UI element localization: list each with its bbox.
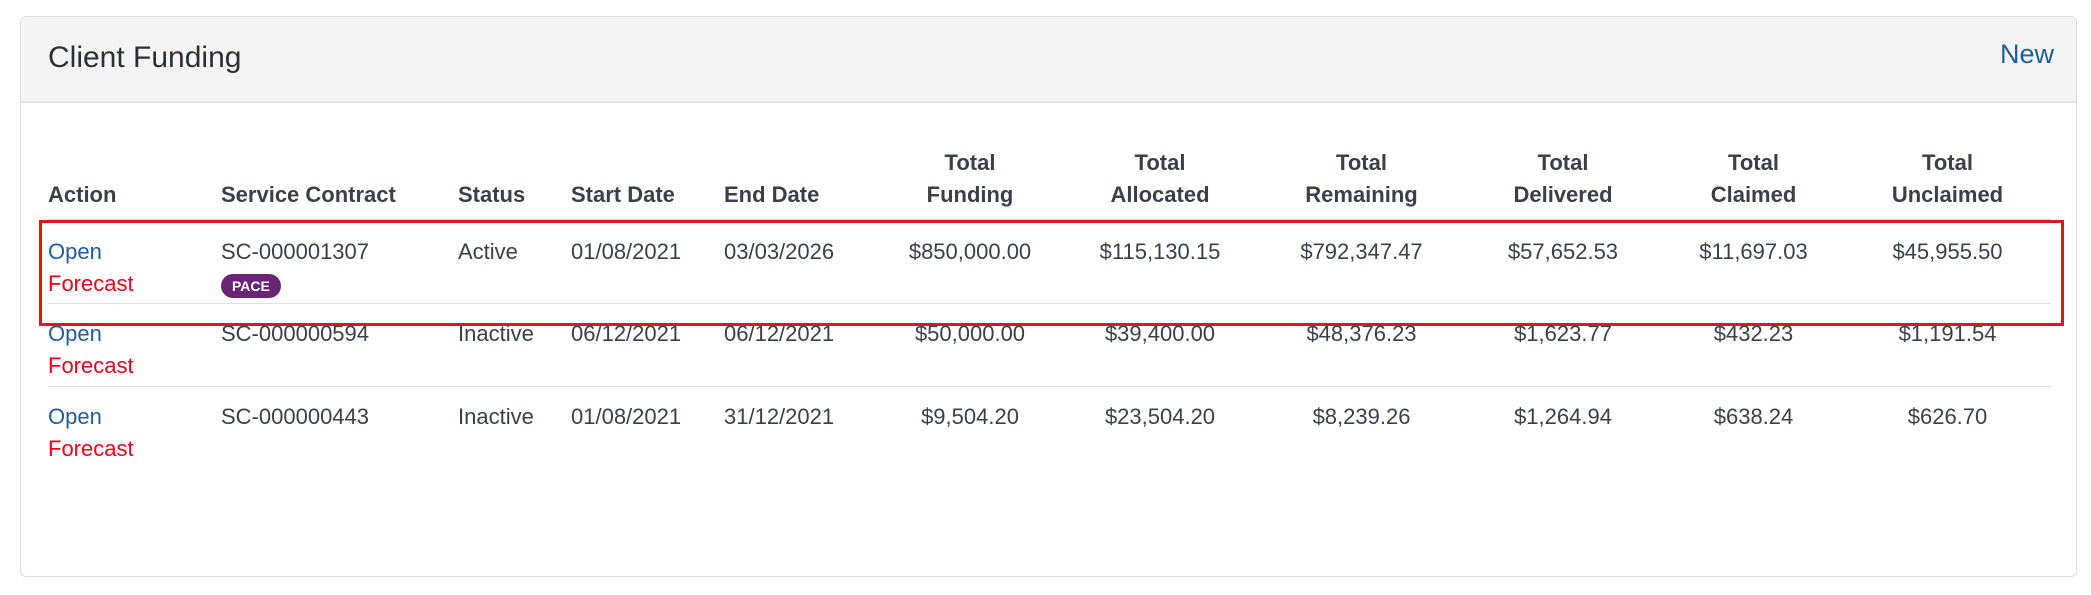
total-unclaimed-cell: $1,191.54 <box>1844 303 2051 387</box>
forecast-link[interactable]: Forecast <box>48 436 134 461</box>
total-delivered-cell: $1,264.94 <box>1463 386 1663 470</box>
header-total-unclaimed: Total Unclaimed <box>1891 150 2004 207</box>
action-cell: Open Forecast <box>48 303 221 387</box>
header-service-contract: Service Contract <box>221 182 396 207</box>
start-date-cell: 01/08/2021 <box>571 219 724 304</box>
header-total-funding: Total Funding <box>926 150 1014 207</box>
action-cell: Open Forecast <box>48 386 221 470</box>
pace-badge: PACE <box>221 274 281 298</box>
total-claimed-cell: $11,697.03 <box>1663 219 1844 304</box>
card-title: Client Funding <box>48 41 242 74</box>
total-claimed-cell: $432.23 <box>1663 303 1844 387</box>
table-row: Open Forecast SC-000000594 Inactive 06/1… <box>48 303 2051 387</box>
total-delivered-cell: $57,652.53 <box>1463 219 1663 304</box>
funding-table: Action Service Contract Status Start Dat… <box>48 147 2051 470</box>
header-total-remaining: Total Remaining <box>1305 150 1418 207</box>
total-claimed-cell: $638.24 <box>1663 386 1844 470</box>
header-end-date: End Date <box>724 182 820 207</box>
service-contract-id: SC-000001307 <box>221 239 370 264</box>
service-contract-cell: SC-000000443 <box>221 386 458 470</box>
service-contract-cell: SC-000001307 PACE <box>221 219 458 304</box>
end-date-cell: 03/03/2026 <box>724 219 880 304</box>
total-allocated-cell: $39,400.00 <box>1060 303 1260 387</box>
total-remaining-cell: $48,376.23 <box>1260 303 1463 387</box>
total-unclaimed-cell: $45,955.50 <box>1844 219 2051 304</box>
client-funding-card: Client Funding New Action Service Contra… <box>20 16 2077 577</box>
start-date-cell: 01/08/2021 <box>571 386 724 470</box>
table-row: Open Forecast SC-000001307 PACE Active 0… <box>48 219 2051 304</box>
header-action: Action <box>48 182 117 207</box>
header-status: Status <box>458 182 526 207</box>
total-delivered-cell: $1,623.77 <box>1463 303 1663 387</box>
service-contract-id: SC-000000443 <box>221 404 370 429</box>
new-button[interactable]: New <box>1999 39 2054 69</box>
total-funding-cell: $9,504.20 <box>880 386 1060 470</box>
open-link[interactable]: Open <box>48 239 102 264</box>
forecast-link[interactable]: Forecast <box>48 271 134 296</box>
open-link[interactable]: Open <box>48 321 102 346</box>
header-total-allocated: Total Allocated <box>1110 150 1210 207</box>
open-link[interactable]: Open <box>48 404 102 429</box>
status-cell: Inactive <box>458 303 571 387</box>
action-cell: Open Forecast <box>48 219 221 304</box>
total-funding-cell: $50,000.00 <box>880 303 1060 387</box>
total-allocated-cell: $23,504.20 <box>1060 386 1260 470</box>
table-row: Open Forecast SC-000000443 Inactive 01/0… <box>48 386 2051 470</box>
end-date-cell: 06/12/2021 <box>724 303 880 387</box>
status-cell: Active <box>458 219 571 304</box>
total-funding-cell: $850,000.00 <box>880 219 1060 304</box>
service-contract-cell: SC-000000594 <box>221 303 458 387</box>
total-unclaimed-cell: $626.70 <box>1844 386 2051 470</box>
total-remaining-cell: $8,239.26 <box>1260 386 1463 470</box>
status-cell: Inactive <box>458 386 571 470</box>
header-row: Action Service Contract Status Start Dat… <box>48 147 2051 221</box>
total-remaining-cell: $792,347.47 <box>1260 219 1463 304</box>
header-total-delivered: Total Delivered <box>1513 150 1613 207</box>
forecast-link[interactable]: Forecast <box>48 353 134 378</box>
card-header: Client Funding New <box>21 17 2076 103</box>
total-allocated-cell: $115,130.15 <box>1060 219 1260 304</box>
end-date-cell: 31/12/2021 <box>724 386 880 470</box>
header-total-claimed: Total Claimed <box>1710 150 1797 207</box>
service-contract-id: SC-000000594 <box>221 321 370 346</box>
header-start-date: Start Date <box>571 182 675 207</box>
start-date-cell: 06/12/2021 <box>571 303 724 387</box>
